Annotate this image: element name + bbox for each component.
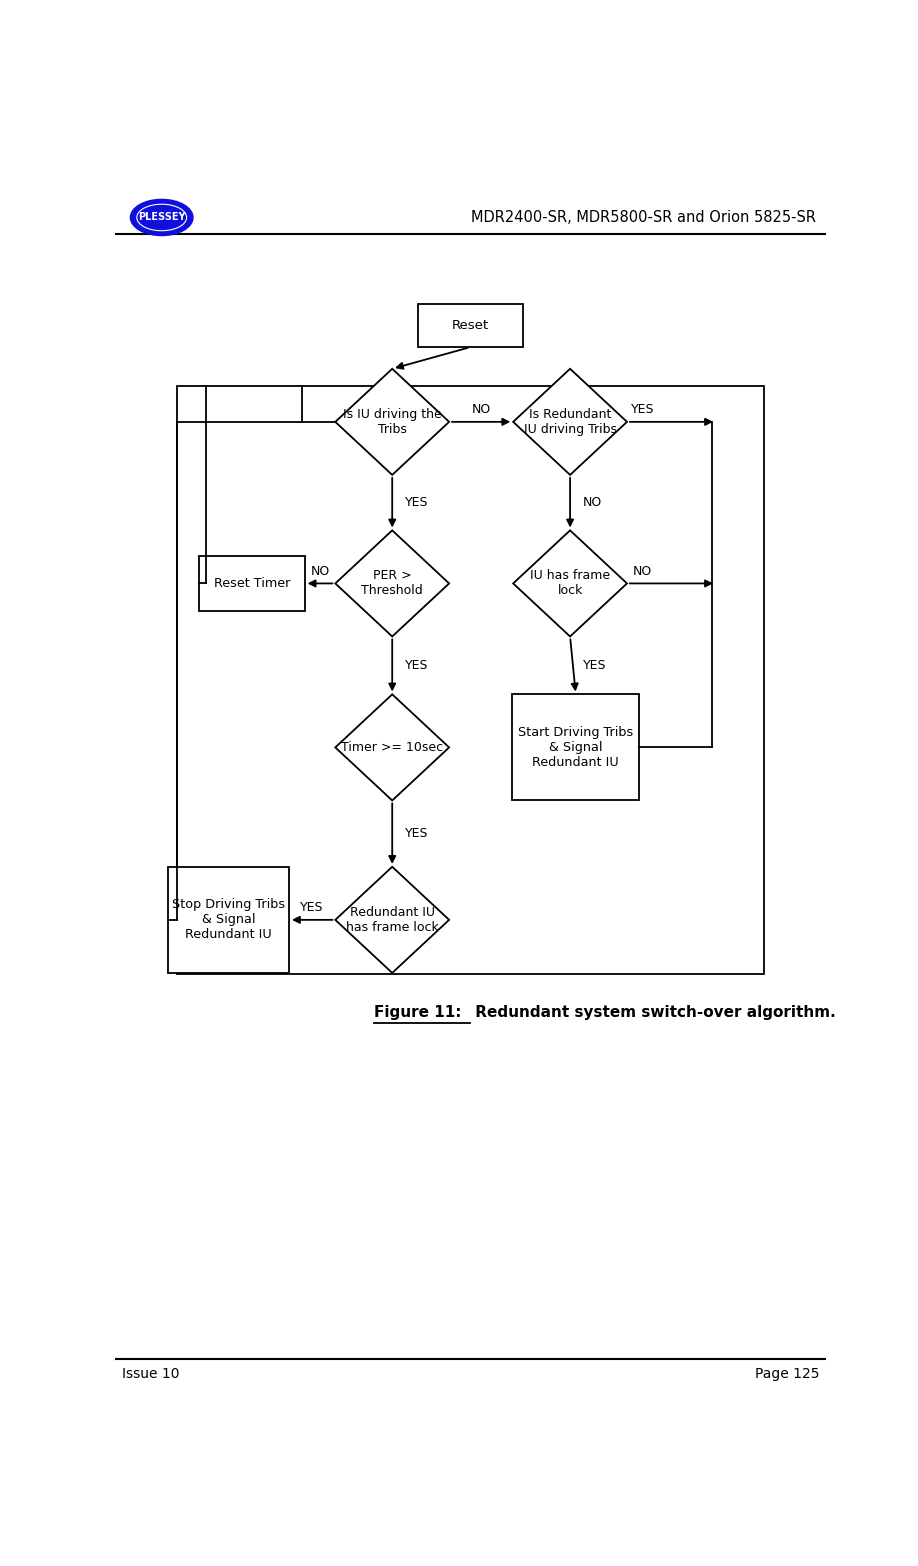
Text: Is IU driving the
Tribs: Is IU driving the Tribs	[342, 407, 442, 435]
Polygon shape	[513, 368, 627, 474]
FancyBboxPatch shape	[418, 304, 523, 348]
Text: YES: YES	[405, 827, 429, 839]
Polygon shape	[335, 694, 449, 800]
Text: YES: YES	[405, 659, 429, 672]
Text: NO: NO	[472, 404, 491, 417]
Text: PER >
Threshold: PER > Threshold	[362, 570, 423, 597]
Text: Is Redundant
IU driving Tribs: Is Redundant IU driving Tribs	[523, 407, 617, 435]
Text: Start Driving Tribs
& Signal
Redundant IU: Start Driving Tribs & Signal Redundant I…	[518, 727, 633, 769]
FancyBboxPatch shape	[199, 556, 305, 611]
Text: YES: YES	[405, 496, 429, 509]
Text: IU has frame
lock: IU has frame lock	[530, 570, 610, 597]
Text: Reset Timer: Reset Timer	[214, 576, 290, 590]
Text: Stop Driving Tribs
& Signal
Redundant IU: Stop Driving Tribs & Signal Redundant IU	[172, 899, 285, 941]
Text: Page 125: Page 125	[755, 1367, 819, 1381]
FancyBboxPatch shape	[512, 694, 639, 800]
Text: NO: NO	[310, 565, 330, 578]
Polygon shape	[335, 868, 449, 972]
Polygon shape	[513, 531, 627, 636]
Text: Timer >= 10sec: Timer >= 10sec	[341, 741, 443, 753]
Text: Redundant system switch-over algorithm.: Redundant system switch-over algorithm.	[471, 1005, 836, 1019]
Polygon shape	[335, 368, 449, 474]
Text: Reset: Reset	[452, 319, 489, 332]
Polygon shape	[335, 531, 449, 636]
Text: PLESSEY: PLESSEY	[138, 213, 185, 222]
Text: YES: YES	[583, 659, 607, 672]
FancyBboxPatch shape	[168, 868, 289, 972]
Text: Redundant IU
has frame lock: Redundant IU has frame lock	[346, 905, 439, 933]
Ellipse shape	[130, 199, 193, 235]
Text: NO: NO	[583, 496, 602, 509]
Text: NO: NO	[633, 565, 653, 578]
Text: Issue 10: Issue 10	[122, 1367, 179, 1381]
Text: YES: YES	[631, 404, 655, 417]
Text: YES: YES	[300, 902, 324, 915]
Text: Figure 11:: Figure 11:	[375, 1005, 462, 1019]
Text: MDR2400-SR, MDR5800-SR and Orion 5825-SR: MDR2400-SR, MDR5800-SR and Orion 5825-SR	[471, 210, 815, 226]
